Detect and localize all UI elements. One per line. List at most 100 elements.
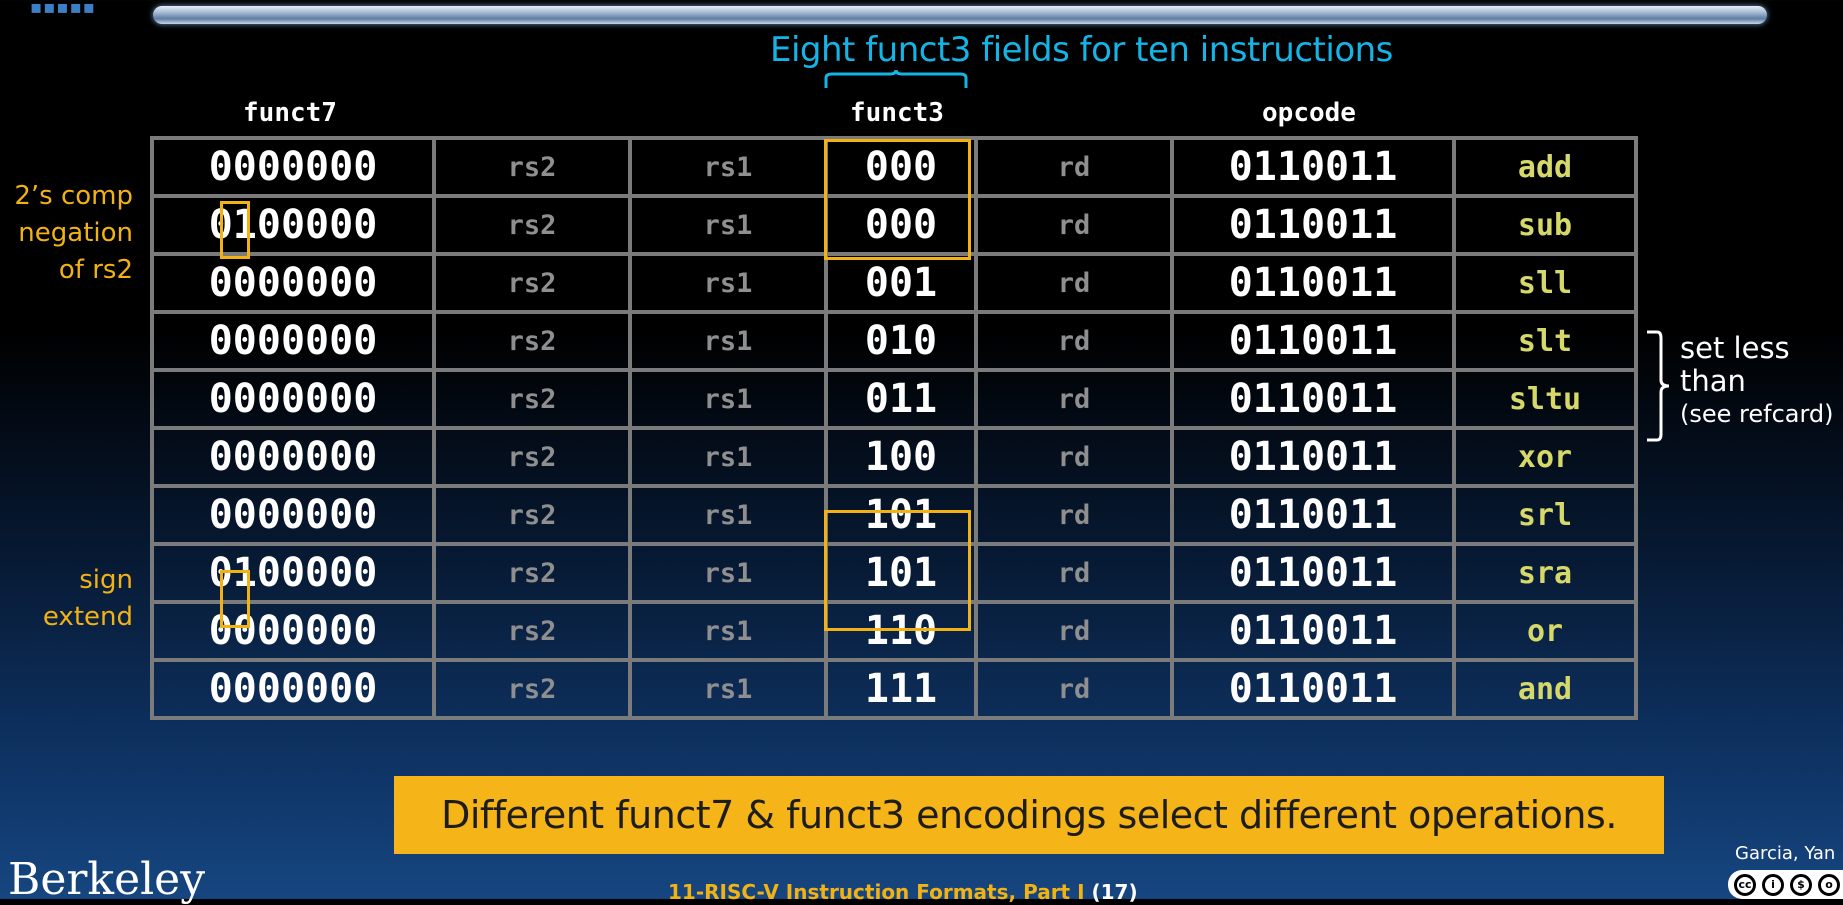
funct7-cell: 0100000 <box>150 194 436 256</box>
rs1-cell: rs1 <box>628 542 828 604</box>
funct3-highlight-srl-sra <box>824 510 971 631</box>
sign-line2: extend <box>42 602 133 632</box>
slt-note-line1: set less <box>1680 331 1790 365</box>
berkeley-dots-logo-icon: ▪▪▪▪▪ <box>30 0 96 16</box>
rs2-cell: rs2 <box>432 600 632 662</box>
funct3-cell: 010 <box>824 310 978 372</box>
rs2-cell: rs2 <box>432 426 632 488</box>
berkeley-logo: Berkeley <box>8 854 206 905</box>
opcode-cell: 0110011 <box>1170 194 1456 256</box>
funct7-cell: 0000000 <box>150 368 436 430</box>
negation-line1: 2’s comp <box>14 181 133 211</box>
funct7-cell: 0000000 <box>150 658 436 720</box>
rs2-cell: rs2 <box>432 368 632 430</box>
funct3-cell: 011 <box>824 368 978 430</box>
negation-line3: of rs2 <box>58 255 133 285</box>
opcode-cell: 0110011 <box>1170 484 1456 546</box>
negation-note: 2’s comp negation of rs2 <box>0 178 133 289</box>
mnemonic-cell: sltu <box>1452 368 1638 430</box>
page-number: (17) <box>1091 880 1138 904</box>
mnemonic-cell: slt <box>1452 310 1638 372</box>
title-bar <box>153 6 1767 24</box>
mnemonic-cell: srl <box>1452 484 1638 546</box>
mnemonic-cell: or <box>1452 600 1638 662</box>
rd-cell: rd <box>974 310 1174 372</box>
header-funct7: funct7 <box>243 98 337 128</box>
mnemonic-cell: sub <box>1452 194 1638 256</box>
rs2-cell: rs2 <box>432 310 632 372</box>
mnemonic-cell: sll <box>1452 252 1638 314</box>
opcode-cell: 0110011 <box>1170 136 1456 198</box>
rs2-cell: rs2 <box>432 252 632 314</box>
funct3-cell: 101 <box>824 484 978 546</box>
funct7-bit-highlight-sub <box>220 201 250 259</box>
rs1-cell: rs1 <box>628 600 828 662</box>
rs1-cell: rs1 <box>628 658 828 720</box>
rs1-cell: rs1 <box>628 426 828 488</box>
header-funct3: funct3 <box>850 98 944 128</box>
funct3-cell: 001 <box>824 252 978 314</box>
funct3-cell: 000 <box>824 136 978 198</box>
funct3-cell: 110 <box>824 600 978 662</box>
funct3-cell: 100 <box>824 426 978 488</box>
funct3-annotation: Eight funct3 fields for ten instructions <box>770 30 1393 70</box>
rs1-cell: rs1 <box>628 194 828 256</box>
slt-note-line2: than <box>1680 364 1746 398</box>
funct7-cell: 0000000 <box>150 484 436 546</box>
funct3-cell: 111 <box>824 658 978 720</box>
rs1-cell: rs1 <box>628 136 828 198</box>
opcode-cell: 0110011 <box>1170 310 1456 372</box>
rd-cell: rd <box>974 542 1174 604</box>
mnemonic-cell: sra <box>1452 542 1638 604</box>
opcode-cell: 0110011 <box>1170 600 1456 662</box>
funct3-brace-icon <box>824 70 968 88</box>
opcode-cell: 0110011 <box>1170 368 1456 430</box>
funct7-cell: 0100000 <box>150 542 436 604</box>
rs1-cell: rs1 <box>628 484 828 546</box>
funct3-cell: 101 <box>824 542 978 604</box>
opcode-cell: 0110011 <box>1170 658 1456 720</box>
slt-brace-icon <box>1647 330 1670 442</box>
rs2-cell: rs2 <box>432 542 632 604</box>
funct3-highlight-add-sub <box>824 139 971 260</box>
rs1-cell: rs1 <box>628 252 828 314</box>
funct7-bit-highlight-sra <box>220 570 250 628</box>
rd-cell: rd <box>974 600 1174 662</box>
rd-cell: rd <box>974 136 1174 198</box>
summary-banner: Different funct7 & funct3 encodings sele… <box>394 776 1664 854</box>
rd-cell: rd <box>974 194 1174 256</box>
creative-commons-license-icon: cc i $ o <box>1728 870 1843 899</box>
slt-note: set less than (see refcard) <box>1680 332 1834 431</box>
funct7-cell: 0000000 <box>150 136 436 198</box>
rs1-cell: rs1 <box>628 368 828 430</box>
funct3-cell: 000 <box>824 194 978 256</box>
rd-cell: rd <box>974 368 1174 430</box>
rd-cell: rd <box>974 426 1174 488</box>
sign-extend-note: sign extend <box>0 562 133 636</box>
author-credit: Garcia, Yan <box>1735 843 1836 864</box>
rd-cell: rd <box>974 252 1174 314</box>
slt-note-line3: (see refcard) <box>1680 400 1834 428</box>
header-opcode: opcode <box>1262 98 1356 128</box>
mnemonic-cell: and <box>1452 658 1638 720</box>
negation-line2: negation <box>18 218 133 248</box>
funct7-cell: 0000000 <box>150 252 436 314</box>
mnemonic-cell: add <box>1452 136 1638 198</box>
rd-cell: rd <box>974 658 1174 720</box>
opcode-cell: 0110011 <box>1170 252 1456 314</box>
funct7-cell: 0000000 <box>150 426 436 488</box>
rs2-cell: rs2 <box>432 136 632 198</box>
rs1-cell: rs1 <box>628 310 828 372</box>
footer-caption: 11-RISC-V Instruction Formats, Part I (1… <box>668 880 1138 904</box>
